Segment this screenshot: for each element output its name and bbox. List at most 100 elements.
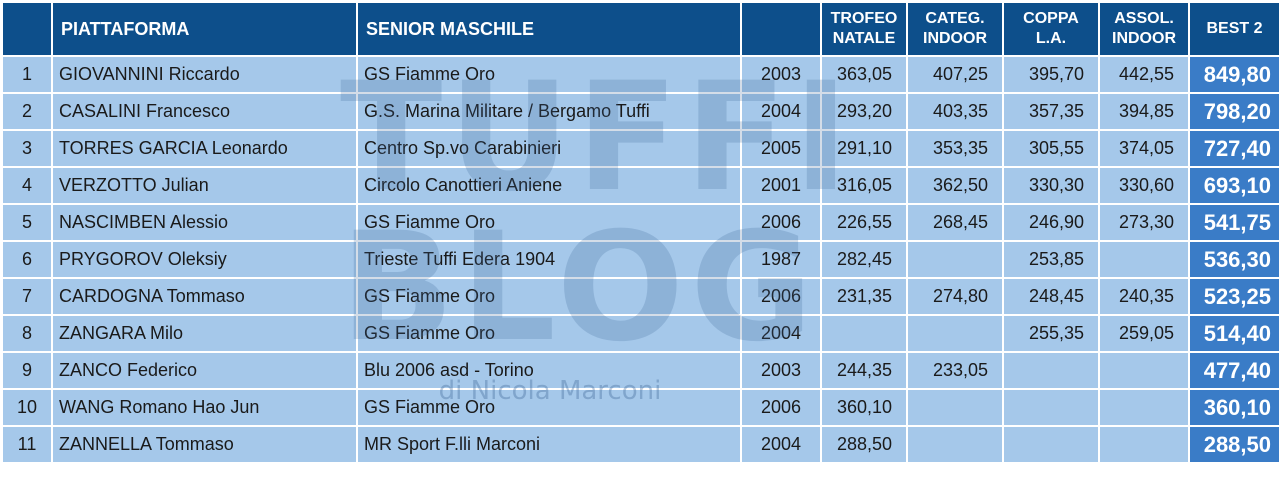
table-row: 2 CASALINI Francesco G.S. Marina Militare … <box>1 92 1280 131</box>
cell-categ-indoor: 403,35 <box>906 92 1004 131</box>
cell-rank: 10 <box>1 388 53 427</box>
cell-trofeo-natale: 282,45 <box>820 240 908 279</box>
cell-coppa-la: 246,90 <box>1002 203 1100 242</box>
cell-best-2: 849,80 <box>1188 55 1280 94</box>
cell-athlete-name: WANG Romano Hao Jun <box>51 388 358 427</box>
cell-club: G.S. Marina Militare / Bergamo Tuffi <box>356 92 742 131</box>
cell-athlete-name: VERZOTTO Julian <box>51 166 358 205</box>
table-row: 7 CARDOGNA Tommaso GS Fiamme Oro 2006 231,35… <box>1 277 1280 316</box>
cell-trofeo-natale: 226,55 <box>820 203 908 242</box>
header-assol-line1: ASSOL. <box>1114 10 1174 27</box>
cell-club: Centro Sp.vo Carabinieri <box>356 129 742 168</box>
cell-coppa-la: 253,85 <box>1002 240 1100 279</box>
table-row: 4 VERZOTTO Julian Circolo Canottieri Anien… <box>1 166 1280 205</box>
cell-athlete-name: PRYGOROV Oleksiy <box>51 240 358 279</box>
header-best-2: BEST 2 <box>1188 1 1280 57</box>
cell-rank: 8 <box>1 314 53 353</box>
header-category: SENIOR MASCHILE <box>356 1 742 57</box>
cell-rank: 5 <box>1 203 53 242</box>
cell-categ-indoor <box>906 314 1004 353</box>
header-year <box>740 1 822 57</box>
table-row: 6 PRYGOROV Oleksiy Trieste Tuffi Edera 190… <box>1 240 1280 279</box>
cell-coppa-la <box>1002 351 1100 390</box>
cell-assol-indoor: 442,55 <box>1098 55 1190 94</box>
cell-best-2: 514,40 <box>1188 314 1280 353</box>
cell-club: GS Fiamme Oro <box>356 388 742 427</box>
cell-birth-year: 2005 <box>740 129 822 168</box>
cell-athlete-name: CARDOGNA Tommaso <box>51 277 358 316</box>
cell-categ-indoor: 362,50 <box>906 166 1004 205</box>
cell-best-2: 541,75 <box>1188 203 1280 242</box>
cell-coppa-la: 357,35 <box>1002 92 1100 131</box>
cell-trofeo-natale: 316,05 <box>820 166 908 205</box>
cell-rank: 7 <box>1 277 53 316</box>
cell-trofeo-natale: 363,05 <box>820 55 908 94</box>
cell-trofeo-natale: 291,10 <box>820 129 908 168</box>
header-trofeo-natale: TROFEO NATALE <box>820 1 908 57</box>
header-trofeo-line2: NATALE <box>832 30 896 47</box>
cell-categ-indoor <box>906 388 1004 427</box>
cell-athlete-name: CASALINI Francesco <box>51 92 358 131</box>
cell-best-2: 727,40 <box>1188 129 1280 168</box>
table-row: 11 ZANNELLA Tommaso MR Sport F.lli Marconi… <box>1 425 1280 464</box>
header-piattaforma: PIATTAFORMA <box>51 1 358 57</box>
cell-club: Trieste Tuffi Edera 1904 <box>356 240 742 279</box>
cell-coppa-la: 248,45 <box>1002 277 1100 316</box>
header-row: PIATTAFORMA SENIOR MASCHILE TROFEO NATAL… <box>1 1 1280 57</box>
cell-coppa-la: 255,35 <box>1002 314 1100 353</box>
header-coppa-line1: COPPA <box>1023 10 1079 27</box>
cell-club: GS Fiamme Oro <box>356 203 742 242</box>
cell-categ-indoor: 233,05 <box>906 351 1004 390</box>
cell-rank: 9 <box>1 351 53 390</box>
header-categ-indoor: CATEG. INDOOR <box>906 1 1004 57</box>
table-row: 8 ZANGARA Milo GS Fiamme Oro 2004 255,35 259,… <box>1 314 1280 353</box>
cell-trofeo-natale: 288,50 <box>820 425 908 464</box>
cell-categ-indoor: 407,25 <box>906 55 1004 94</box>
cell-categ-indoor <box>906 240 1004 279</box>
header-coppa-la: COPPA L.A. <box>1002 1 1100 57</box>
table-row: 10 WANG Romano Hao Jun GS Fiamme Oro 2006 36… <box>1 388 1280 427</box>
cell-birth-year: 1987 <box>740 240 822 279</box>
cell-birth-year: 2004 <box>740 314 822 353</box>
cell-best-2: 477,40 <box>1188 351 1280 390</box>
table-row: 9 ZANCO Federico Blu 2006 asd - Torino 2003… <box>1 351 1280 390</box>
cell-best-2: 288,50 <box>1188 425 1280 464</box>
table-row: 5 NASCIMBEN Alessio GS Fiamme Oro 2006 226,5… <box>1 203 1280 242</box>
cell-rank: 4 <box>1 166 53 205</box>
table-row: 3 TORRES GARCIA Leonardo Centro Sp.vo Cara… <box>1 129 1280 168</box>
cell-coppa-la: 305,55 <box>1002 129 1100 168</box>
cell-trofeo-natale <box>820 314 908 353</box>
cell-club: Circolo Canottieri Aniene <box>356 166 742 205</box>
cell-assol-indoor <box>1098 351 1190 390</box>
cell-categ-indoor: 268,45 <box>906 203 1004 242</box>
cell-assol-indoor: 259,05 <box>1098 314 1190 353</box>
cell-club: Blu 2006 asd - Torino <box>356 351 742 390</box>
cell-club: GS Fiamme Oro <box>356 55 742 94</box>
cell-trofeo-natale: 293,20 <box>820 92 908 131</box>
cell-best-2: 360,10 <box>1188 388 1280 427</box>
cell-categ-indoor: 274,80 <box>906 277 1004 316</box>
cell-rank: 6 <box>1 240 53 279</box>
cell-trofeo-natale: 231,35 <box>820 277 908 316</box>
cell-athlete-name: ZANGARA Milo <box>51 314 358 353</box>
cell-best-2: 523,25 <box>1188 277 1280 316</box>
cell-categ-indoor: 353,35 <box>906 129 1004 168</box>
table-row: 1 GIOVANNINI Riccardo GS Fiamme Oro 2003 363… <box>1 55 1280 94</box>
table-body: 1 GIOVANNINI Riccardo GS Fiamme Oro 2003 363… <box>1 55 1280 464</box>
cell-categ-indoor <box>906 425 1004 464</box>
header-assol-indoor: ASSOL. INDOOR <box>1098 1 1190 57</box>
cell-assol-indoor <box>1098 388 1190 427</box>
header-assol-line2: INDOOR <box>1112 30 1176 47</box>
cell-assol-indoor: 240,35 <box>1098 277 1190 316</box>
cell-assol-indoor: 374,05 <box>1098 129 1190 168</box>
cell-trofeo-natale: 360,10 <box>820 388 908 427</box>
cell-athlete-name: GIOVANNINI Riccardo <box>51 55 358 94</box>
cell-athlete-name: ZANCO Federico <box>51 351 358 390</box>
cell-rank: 3 <box>1 129 53 168</box>
cell-coppa-la <box>1002 425 1100 464</box>
cell-birth-year: 2006 <box>740 203 822 242</box>
cell-coppa-la: 330,30 <box>1002 166 1100 205</box>
cell-birth-year: 2003 <box>740 55 822 94</box>
cell-club: MR Sport F.lli Marconi <box>356 425 742 464</box>
cell-assol-indoor: 394,85 <box>1098 92 1190 131</box>
